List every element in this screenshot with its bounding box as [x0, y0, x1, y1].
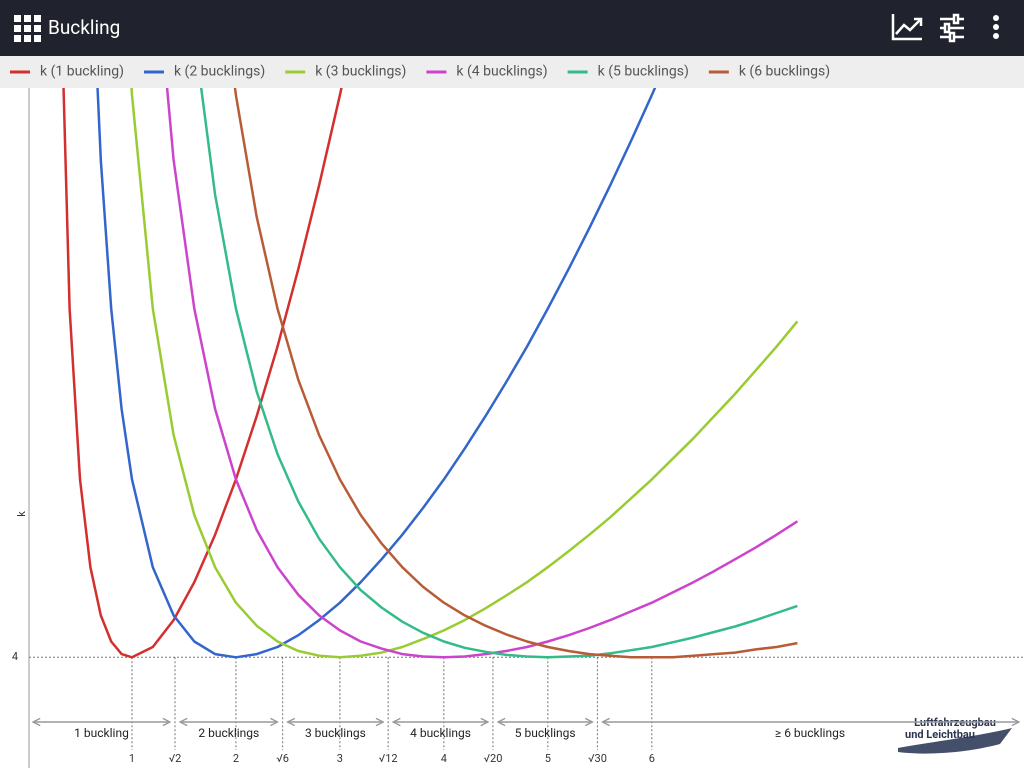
x-tick-label: √12	[379, 752, 398, 765]
series-line	[233, 88, 798, 659]
region-label: 2 bucklings	[198, 726, 259, 740]
region-label: 4 bucklings	[410, 726, 471, 740]
legend-bar	[0, 56, 1024, 88]
series-line	[130, 88, 799, 659]
x-tick-label: 1	[129, 752, 135, 765]
app-bar	[0, 0, 1024, 56]
series-line	[96, 88, 657, 659]
legend-label: k (2 bucklings)	[174, 64, 265, 80]
y-axis-label: k	[15, 511, 28, 517]
app-title: Buckling	[48, 16, 120, 39]
region-label: ≥ 6 bucklings	[775, 726, 845, 740]
region-label: 1 buckling	[74, 726, 129, 740]
settings-icon[interactable]	[940, 13, 964, 43]
y-tick-label: 4	[12, 650, 18, 663]
series-line	[199, 88, 798, 659]
legend-label: k (1 buckling)	[40, 64, 124, 80]
menu-icon[interactable]	[993, 15, 999, 39]
chart-icon[interactable]	[891, 14, 923, 41]
x-tick-label: 6	[649, 752, 655, 765]
region-label: 3 bucklings	[305, 726, 366, 740]
legend-label: k (3 bucklings)	[315, 64, 406, 80]
legend-label: k (4 bucklings)	[456, 64, 547, 80]
x-tick-label: 2	[233, 752, 239, 765]
x-tick-label: √20	[483, 752, 502, 765]
x-tick-label: 5	[545, 752, 551, 765]
region-label: 5 bucklings	[515, 726, 576, 740]
legend-label: k (5 bucklings)	[598, 64, 689, 80]
logo-text: und Leichtbau	[905, 728, 975, 741]
apps-icon[interactable]	[14, 15, 41, 42]
legend-label: k (6 bucklings)	[739, 64, 830, 80]
series-line	[165, 88, 799, 659]
x-tick-label: √6	[276, 752, 289, 765]
plot	[62, 88, 799, 659]
x-tick-label: 4	[441, 752, 447, 765]
x-tick-label: √2	[169, 752, 182, 765]
series-line	[62, 88, 343, 659]
x-tick-label: 3	[337, 752, 343, 765]
x-tick-label: √30	[588, 752, 607, 765]
